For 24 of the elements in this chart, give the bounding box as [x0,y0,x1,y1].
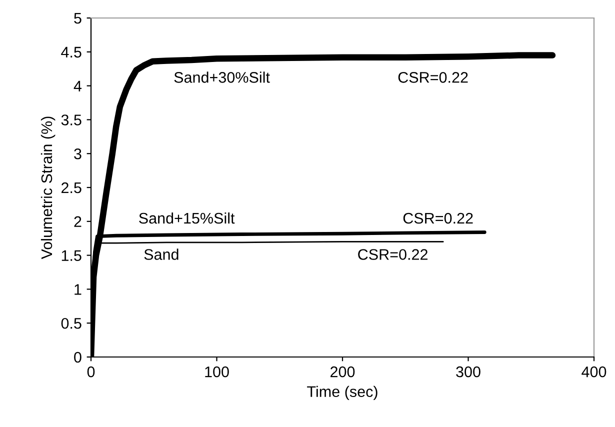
y-tick-label: 3.5 [61,114,82,126]
y-tick-label: 3 [74,148,82,160]
x-tick-label: 100 [205,366,229,378]
x-tick-label: 200 [330,366,355,378]
x-tick-label: 400 [582,366,606,378]
y-tick-label: 1.5 [62,250,82,261]
series-label: Sand+15%Silt [139,212,235,224]
annotation: CSR=0.22 [398,72,468,83]
series-label: Sand+30%Silt [174,72,270,83]
x-tick-label: 300 [456,366,480,378]
y-tick-label: 4.5 [61,46,82,58]
annotation: CSR=0.22 [358,249,428,260]
x-axis-title: Time (sec) [307,386,378,400]
y-tick-label: 0.5 [61,318,82,329]
series-label: Sand [144,248,178,260]
y-tick-label: 0 [74,352,82,363]
y-tick-label: 5 [74,13,82,24]
y-tick-label: 1 [74,284,82,295]
annotation: CSR=0.22 [403,212,473,224]
y-tick-label: 2.5 [62,182,82,194]
y-axis-title: Volumetric Strain (%) [40,116,56,260]
y-tick-label: 2 [74,216,82,227]
x-tick-label: 0 [87,366,95,378]
y-tick-label: 4 [74,80,82,92]
